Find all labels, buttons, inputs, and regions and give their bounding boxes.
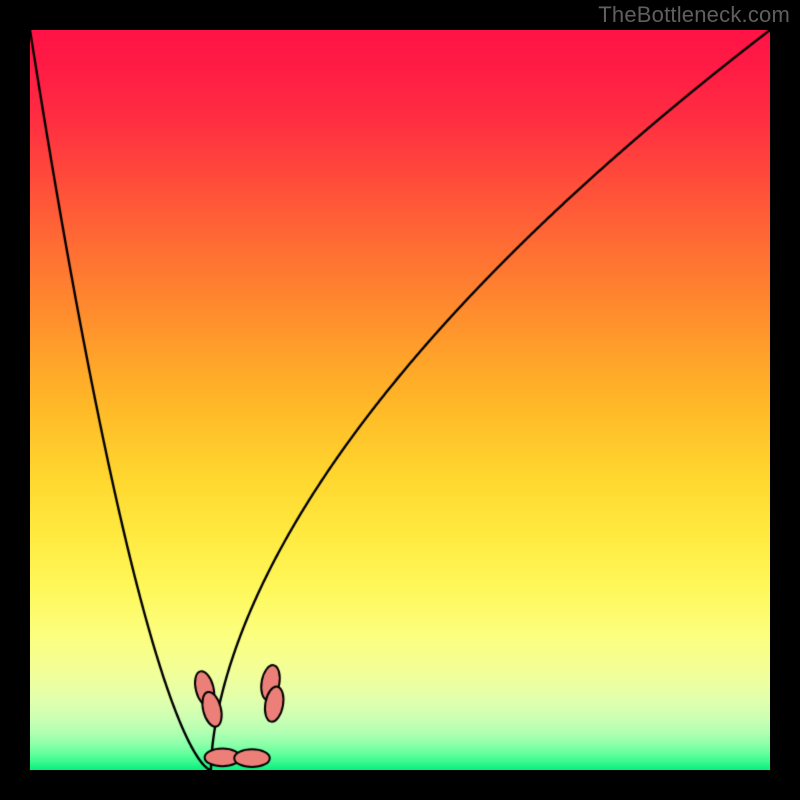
bottleneck-chart <box>30 30 770 770</box>
watermark-text: TheBottleneck.com <box>598 2 790 28</box>
